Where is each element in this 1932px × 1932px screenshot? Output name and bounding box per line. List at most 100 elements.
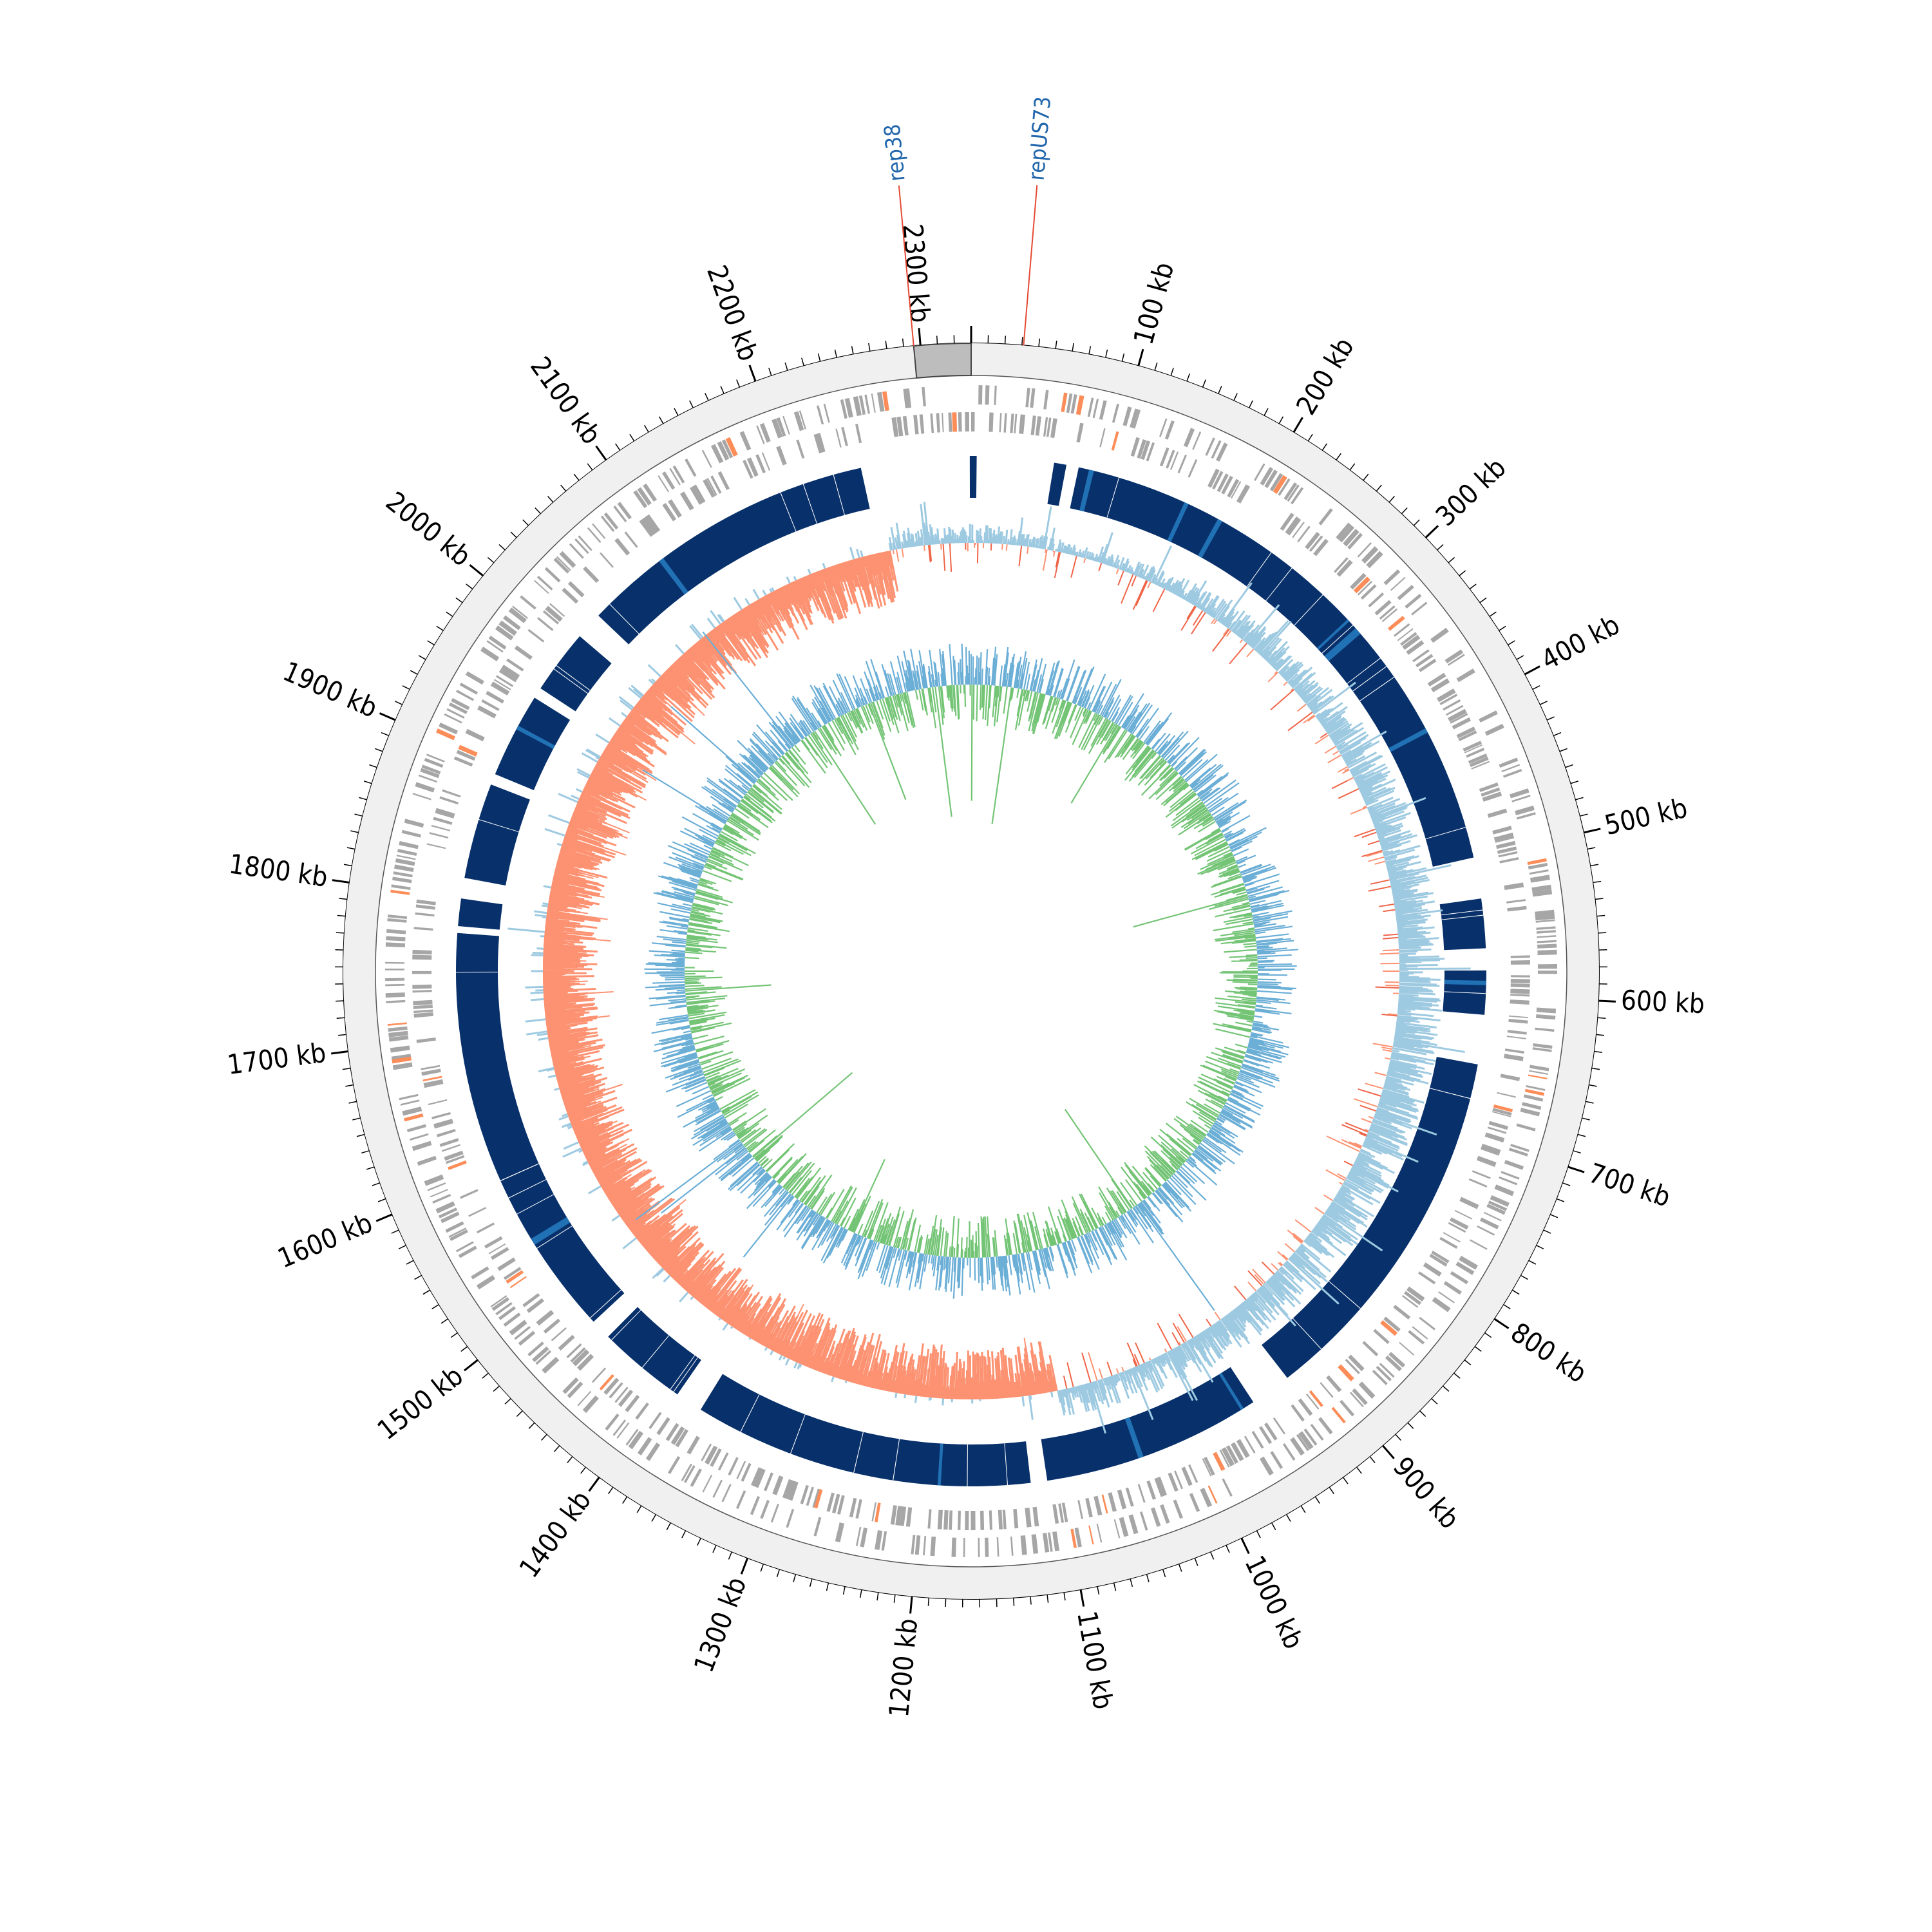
cds-feature [1510, 994, 1530, 997]
cds-feature [495, 625, 514, 641]
cds-feature [476, 1274, 496, 1290]
cds-feature [1406, 1286, 1425, 1302]
cds-feature [535, 1350, 552, 1365]
cds-feature [1464, 744, 1483, 753]
tick-label: 1600 kb [273, 1207, 377, 1274]
blast-hit-mark [1388, 728, 1428, 752]
cds-feature [387, 918, 407, 923]
cds-feature [1331, 1406, 1346, 1424]
cds-feature [603, 512, 619, 530]
cds-feature [433, 1119, 453, 1129]
cds-feature [1504, 882, 1524, 891]
cds-feature [1447, 654, 1465, 666]
major-tick [332, 879, 350, 884]
cds-feature [534, 580, 549, 594]
cds-feature [1077, 1499, 1084, 1519]
cds-feature [633, 490, 648, 509]
cds-feature [388, 1030, 408, 1037]
cds-feature [572, 1349, 590, 1367]
minor-tick [541, 1434, 547, 1441]
cds-feature [495, 1302, 513, 1316]
cds-feature [1497, 846, 1517, 855]
cds-feature [690, 1468, 702, 1487]
cds-feature [1052, 1504, 1059, 1524]
cds-feature [1310, 1423, 1324, 1441]
minor-tick [345, 1084, 354, 1087]
cds-feature [490, 681, 510, 696]
minor-tick [629, 433, 635, 442]
major-tick [918, 328, 922, 346]
minor-tick [1498, 625, 1506, 631]
cds-feature [609, 1382, 623, 1399]
blast-hit-mark [1441, 914, 1484, 920]
cds-feature [1490, 1195, 1510, 1208]
cds-feature [439, 796, 459, 805]
cds-feature [390, 889, 410, 895]
cds-feature [1418, 1271, 1436, 1285]
cds-feature [397, 849, 417, 857]
cds-feature [509, 1276, 527, 1289]
cds-feature [1244, 1435, 1256, 1454]
cds-feature [1531, 884, 1552, 893]
blast-hit-mark [1218, 1372, 1244, 1410]
minor-tick [460, 1346, 468, 1352]
minor-tick [801, 357, 804, 366]
minor-tick [705, 393, 709, 401]
cds-feature [1405, 594, 1422, 609]
tick-label: 400 kb [1536, 609, 1625, 676]
cds-feature [876, 392, 885, 412]
cds-feature [1423, 1262, 1442, 1277]
minor-tick [1407, 1422, 1414, 1429]
cds-feature [410, 1133, 429, 1141]
minor-tick [1146, 1573, 1150, 1582]
blast-hit-mark [1265, 567, 1293, 601]
cds-feature [1122, 406, 1132, 426]
major-tick [1079, 1589, 1085, 1607]
blast-hit-mark [516, 1194, 554, 1215]
cds-feature [721, 439, 734, 459]
major-tick [375, 1213, 393, 1222]
cds-feature [544, 567, 561, 583]
cds-feature [706, 478, 717, 496]
cds-feature [1360, 584, 1377, 600]
minor-tick [1511, 1289, 1520, 1295]
major-tick [1240, 1537, 1250, 1555]
cds-feature [1379, 1363, 1395, 1378]
cds-feature [412, 949, 432, 955]
cds-feature [421, 1068, 441, 1076]
minor-tick [1543, 1229, 1551, 1234]
minor-tick [1300, 1505, 1306, 1513]
major-tick [1293, 417, 1303, 433]
minor-tick [842, 1586, 846, 1595]
minor-tick [1307, 433, 1313, 442]
cds-feature [875, 1530, 883, 1550]
cds-feature [985, 385, 990, 405]
minor-tick [1314, 1496, 1320, 1504]
minor-tick [1369, 1455, 1376, 1463]
minor-tick [1419, 1410, 1426, 1417]
cds-feature [1227, 478, 1240, 498]
cds-feature [1061, 1502, 1068, 1522]
cds-feature [1458, 730, 1477, 742]
cds-feature [1459, 1255, 1478, 1270]
blast-hit-mark [1430, 1088, 1471, 1099]
cds-feature [1488, 1200, 1508, 1211]
cds-feature [1430, 678, 1450, 692]
cds-feature [439, 1138, 459, 1148]
cds-feature [1339, 525, 1355, 543]
blast-hit-mark [1359, 676, 1395, 701]
cds-feature [693, 484, 706, 503]
cds-feature [998, 1510, 1003, 1530]
cds-feature [637, 1437, 652, 1455]
cds-feature [788, 1481, 799, 1501]
minor-tick [1562, 1182, 1571, 1186]
cds-feature [1108, 1492, 1117, 1512]
minor-tick [1502, 1303, 1511, 1310]
cds-feature [1482, 791, 1502, 802]
cds-feature [1523, 1094, 1544, 1102]
blast-hit-track [456, 456, 1486, 1486]
minor-tick [1264, 408, 1269, 416]
minor-tick [1436, 544, 1444, 551]
cds-feature [1357, 542, 1372, 558]
cds-feature [428, 1099, 448, 1106]
